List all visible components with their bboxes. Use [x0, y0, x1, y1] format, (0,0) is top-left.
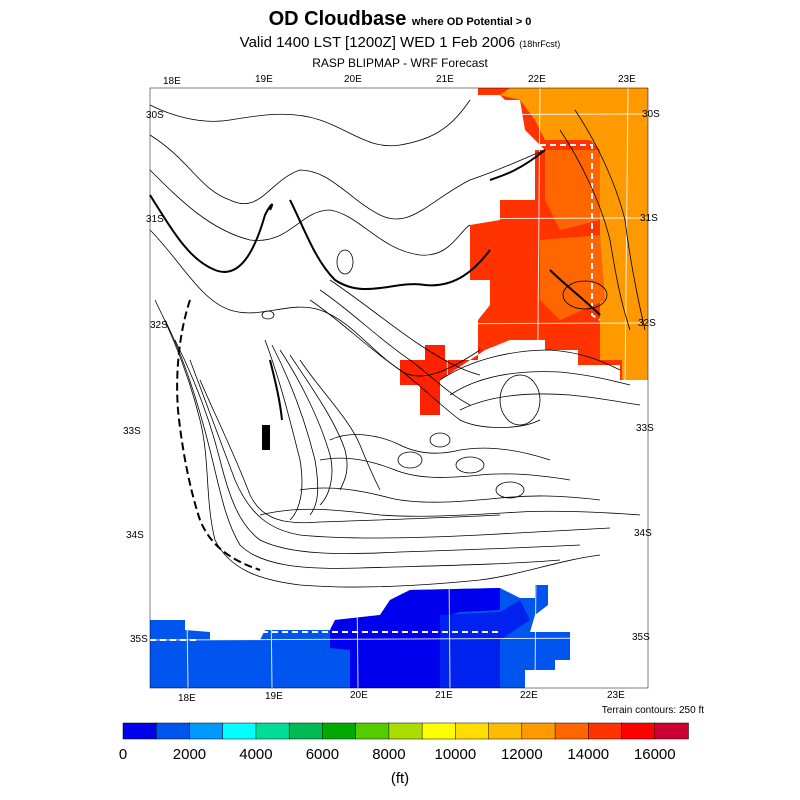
- map-title: OD Cloudbase where OD Potential > 0: [0, 8, 800, 31]
- low-cloudbase-field: [150, 585, 570, 688]
- colorbar-swatch: [554, 722, 590, 740]
- orange-red-region: [545, 150, 600, 230]
- colorbar-swatch: [521, 722, 556, 740]
- lon-label-bottom-21e: 21E: [435, 690, 453, 701]
- title-qualifier: where OD Potential > 0: [411, 16, 532, 28]
- lon-label-top-19e: 19E: [255, 74, 273, 85]
- valid-text: Valid 1400 LST [1200Z] WED 1 Feb 2006: [239, 34, 516, 51]
- red-region-west: [400, 345, 485, 415]
- lon-label-top-22e: 22E: [528, 74, 546, 85]
- colorbar-swatch: [189, 722, 224, 740]
- lon-label-top-23e: 23E: [618, 74, 636, 85]
- lon-label-bottom-20e: 20E: [350, 690, 368, 701]
- lon-label-bottom-23e: 23E: [607, 690, 625, 701]
- lat-label-left-31s: 31S: [146, 214, 164, 225]
- lat-label-right-30s: 30S: [642, 109, 660, 120]
- title-main: OD Cloudbase: [268, 8, 407, 30]
- lon-label-bottom-18e: 18E: [178, 693, 196, 704]
- lon-label-top-20e: 20E: [344, 74, 362, 85]
- colorbar-swatch: [155, 722, 191, 740]
- colorbar-swatch: [455, 722, 490, 740]
- lon-label-bottom-22e: 22E: [520, 690, 538, 701]
- colorbar-swatch: [222, 722, 257, 740]
- lat-label-right-33s: 33S: [636, 423, 654, 434]
- colorbar-swatch: [322, 722, 357, 740]
- colorbar-swatch: [654, 722, 689, 740]
- graticule: [149, 87, 649, 689]
- deep-blue-region-2: [440, 600, 530, 688]
- lat-label-left-34s: 34S: [126, 530, 144, 541]
- terrain-contours: [149, 99, 646, 588]
- lat-label-right-35s: 35S: [632, 632, 650, 643]
- colorbar-tick-label: 16000: [633, 746, 676, 763]
- colorbar-swatch: [255, 722, 290, 740]
- colorbar-tick-label: 0: [118, 746, 128, 763]
- colorbar-swatch: [421, 722, 457, 740]
- lat-label-left-30s: 30S: [146, 110, 164, 121]
- forecast-hours: (18hrFcst): [519, 39, 561, 49]
- deep-blue-region: [330, 588, 500, 688]
- colorbar-tick-label: 2000: [172, 746, 207, 763]
- colorbar-swatch: [588, 722, 623, 740]
- lon-label-top-18e: 18E: [163, 76, 181, 87]
- colorbar-tick-label: 10000: [434, 746, 477, 763]
- colorbar-tick-label: 14000: [567, 746, 610, 763]
- map-border: [149, 87, 649, 689]
- colorbar: [122, 722, 689, 740]
- terrain-peak: [262, 425, 270, 450]
- lon-label-top-21e: 21E: [436, 74, 454, 85]
- colorbar-tick-label: 4000: [239, 746, 273, 763]
- valid-time: Valid 1400 LST [1200Z] WED 1 Feb 2006 (1…: [0, 34, 800, 51]
- lat-label-right-32s: 32S: [638, 318, 656, 329]
- orange-region: [500, 88, 648, 380]
- colorbar-tick-label: 6000: [305, 746, 340, 763]
- lat-label-right-31s: 31S: [640, 213, 658, 224]
- colorbar-units: (ft): [390, 770, 410, 787]
- lat-label-right-34s: 34S: [634, 528, 652, 539]
- colorbar-swatch: [122, 722, 157, 740]
- lon-label-bottom-19e: 19E: [265, 691, 283, 702]
- colorbar-swatch: [488, 722, 523, 740]
- terrain-note: Terrain contours: 250 ft: [601, 705, 704, 716]
- colorbar-tick-label: 8000: [372, 746, 406, 763]
- colorbar-swatch: [355, 722, 390, 740]
- coastline: [149, 149, 601, 571]
- colorbar-swatch: [288, 722, 324, 740]
- lat-label-left-32s: 32S: [150, 320, 168, 331]
- lat-label-left-33s: 33S: [123, 426, 141, 437]
- source-label: RASP BLIPMAP - WRF Forecast: [312, 56, 488, 70]
- colorbar-swatch: [388, 722, 423, 740]
- colorbar-swatch: [621, 722, 656, 740]
- orange-red-region-2: [540, 235, 605, 320]
- colorbar-tick-label: 12000: [500, 746, 543, 763]
- lat-label-left-35s: 35S: [130, 634, 148, 645]
